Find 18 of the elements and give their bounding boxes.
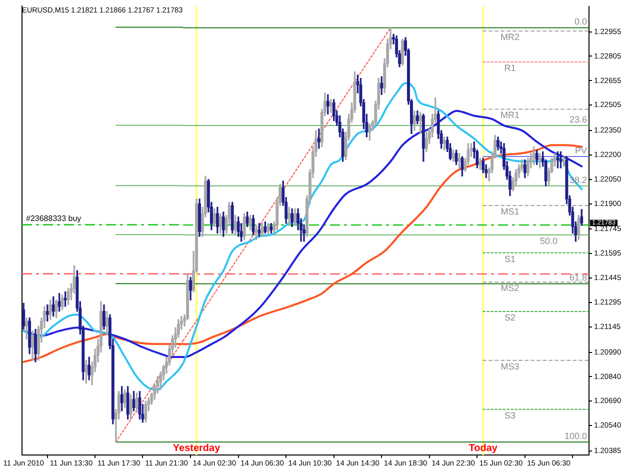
annotation: MR1 — [500, 110, 520, 120]
annotation: 0.0 — [574, 16, 587, 27]
annotation: S1 — [504, 254, 516, 264]
annotation: MS1 — [500, 206, 520, 216]
ref-line-label: Yesterday — [172, 442, 221, 454]
annotation: S3 — [504, 410, 516, 420]
annotation: 50.0 — [540, 236, 558, 246]
annotation: MS2 — [500, 283, 520, 294]
annotation: 100.0 — [564, 430, 587, 441]
annotation: S2 — [504, 312, 516, 322]
ref-line-label: #23688333 buy — [26, 214, 82, 223]
annotation: MS3 — [500, 361, 520, 372]
annotation: PV — [574, 146, 587, 156]
annotation: MR2 — [500, 32, 520, 42]
annotation: R1 — [504, 62, 516, 73]
ref-line-label: Today — [468, 442, 498, 454]
annotation: 23.6 — [569, 114, 587, 125]
annotation: 61.8 — [569, 272, 587, 283]
